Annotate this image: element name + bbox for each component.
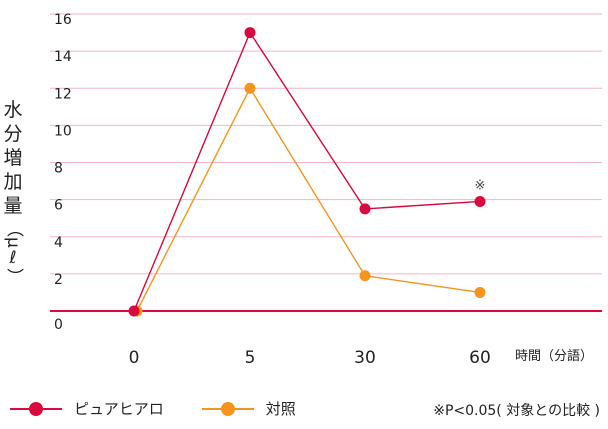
x-tick-label: 30 (354, 348, 376, 368)
y-label-char: 増 (3, 147, 23, 169)
y-tick-label: 2 (54, 272, 63, 288)
y-tick-labels: 0 2 4 6 8 10 12 14 16 (54, 12, 72, 333)
y-label-char: 量 (3, 195, 23, 217)
legend-label: ピュアヒアロ (74, 400, 164, 418)
series-line-0 (133, 31, 481, 312)
legend-item-control: 対照 (201, 398, 296, 419)
y-tick-label: 12 (54, 86, 72, 102)
y-label-unit: （μℓ） (3, 220, 23, 285)
data-point (474, 195, 486, 207)
data-point (359, 203, 371, 215)
y-tick-label: 10 (54, 123, 72, 139)
y-tick-label: 6 (54, 198, 63, 214)
annotations: ※ (475, 178, 486, 193)
x-tick-label: 60 (469, 348, 491, 368)
data-point (244, 82, 256, 94)
significance-mark: ※ (475, 178, 486, 193)
grid-lines (50, 13, 602, 312)
data-point (128, 305, 140, 317)
y-tick-label: 14 (54, 49, 72, 65)
x-tick-labels: 0 5 30 60 (129, 348, 491, 368)
y-axis-label: 水 分 増 加 量 （μℓ） (2, 98, 24, 285)
series-lines (128, 27, 486, 317)
series-line-1 (136, 86, 481, 312)
y-label-char: 加 (3, 171, 23, 193)
legend-marker-orange (201, 401, 254, 416)
significance-footnote: ※P<0.05( 対象との比較 ) (433, 403, 600, 419)
x-tick-label: 0 (129, 348, 140, 368)
y-label-char: 水 (3, 99, 23, 121)
y-label-char: 分 (3, 123, 23, 145)
legend: ピュアヒアロ 対照 (10, 398, 334, 419)
x-axis-label: 時間（分語） (515, 348, 593, 364)
y-tick-label: 16 (54, 12, 72, 28)
y-tick-label: 4 (54, 235, 63, 251)
legend-item-purehyaro: ピュアヒアロ (10, 398, 164, 419)
data-point (474, 286, 486, 298)
legend-marker-red (10, 401, 62, 416)
x-tick-label: 5 (245, 348, 256, 368)
y-tick-label: 8 (54, 161, 63, 177)
y-tick-label: 0 (54, 317, 63, 333)
data-point (359, 270, 371, 282)
data-point (244, 27, 256, 39)
legend-label: 対照 (265, 400, 296, 418)
